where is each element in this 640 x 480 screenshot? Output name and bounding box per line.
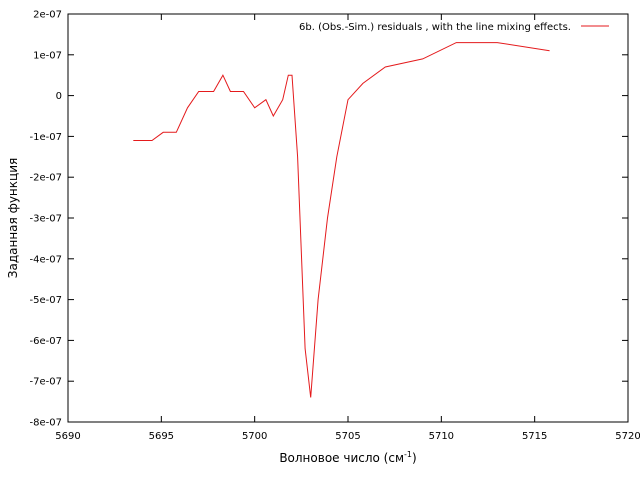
y-tick-label: -5e-07 [30, 295, 62, 306]
y-tick-label: -3e-07 [30, 214, 62, 225]
plot-frame [67, 13, 629, 423]
y-tick-label: -8e-07 [30, 418, 62, 429]
x-axis-label-sup: -1 [404, 450, 412, 459]
y-tick-label: 1e-07 [33, 50, 62, 61]
series-group [133, 42, 550, 398]
x-axis-label: Волновое число (см-1) [279, 450, 416, 465]
x-tick-label: 5710 [429, 431, 454, 442]
y-axis-label: Заданная функция [6, 158, 20, 278]
y-tick-label: -6e-07 [30, 336, 62, 347]
x-tick-label: 5695 [149, 431, 174, 442]
series-line [133, 42, 550, 398]
x-axis-label-main: Волновое число (см [279, 451, 404, 465]
x-axis-ticks: 5690 5695 5700 5705 5710 5715 5720 [55, 14, 640, 442]
x-tick-label: 5705 [335, 431, 360, 442]
y-tick-label: -1e-07 [30, 132, 62, 143]
legend: 6b. (Obs.-Sim.) residuals , with the lin… [299, 22, 609, 33]
x-tick-label: 5715 [522, 431, 547, 442]
y-tick-label: -7e-07 [30, 377, 62, 388]
x-axis-label-close: ) [412, 451, 417, 465]
x-tick-label: 5700 [242, 431, 267, 442]
y-axis-ticks: 2e-07 1e-07 0 -1e-07 -2e-07 -3e-07 -4e-07 -5e-0… [30, 10, 628, 429]
y-tick-label: -4e-07 [30, 254, 62, 265]
x-tick-label: 5720 [615, 431, 640, 442]
legend-label: 6b. (Obs.-Sim.) residuals , with the lin… [299, 22, 571, 33]
y-tick-label: 0 [56, 91, 62, 102]
x-tick-label: 5690 [55, 431, 80, 442]
y-tick-label: -2e-07 [30, 173, 62, 184]
y-tick-label: 2e-07 [33, 10, 62, 21]
